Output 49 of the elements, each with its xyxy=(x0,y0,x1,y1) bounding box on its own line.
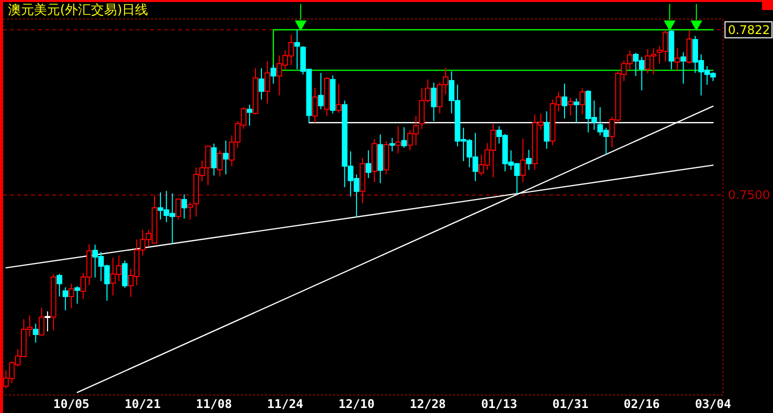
candlestick xyxy=(181,194,188,220)
candlestick xyxy=(294,29,300,70)
candlestick xyxy=(122,260,128,288)
x-tick-label: 10/05 xyxy=(53,397,90,411)
candlestick xyxy=(56,273,62,298)
candlestick xyxy=(430,82,437,122)
candlestick xyxy=(68,283,74,309)
x-tick-label: 01/31 xyxy=(552,397,588,411)
x-tick-label: 03/04 xyxy=(694,397,732,411)
x-tick-label: 12/10 xyxy=(338,397,375,411)
y-tick-label: 0.7500 xyxy=(728,188,770,202)
x-tick-label: 12/28 xyxy=(410,397,446,411)
candlestick xyxy=(62,286,68,311)
candlestick xyxy=(74,286,80,304)
chart-title: 澳元美元(外汇交易)日线 xyxy=(8,2,148,18)
candlestick xyxy=(32,323,38,344)
x-tick-label: 02/16 xyxy=(624,397,660,411)
candlestick xyxy=(44,310,50,332)
x-tick-label: 10/21 xyxy=(124,397,161,411)
candlestick xyxy=(568,97,574,116)
y-tick-label: 0.7822 xyxy=(728,22,770,37)
candlestick xyxy=(38,307,44,336)
candlestick xyxy=(366,150,372,179)
candlestick xyxy=(401,126,407,148)
candlestick xyxy=(187,202,193,220)
candlestick xyxy=(562,83,568,120)
candlestick xyxy=(211,143,217,176)
candlestick xyxy=(318,72,324,110)
candlestick xyxy=(395,126,401,154)
candlestick xyxy=(580,88,586,115)
candlestick xyxy=(175,198,182,220)
candlestick xyxy=(680,52,686,84)
candlestick xyxy=(574,98,580,124)
candlestick xyxy=(526,149,532,170)
candlestick xyxy=(389,138,395,152)
candlestick xyxy=(312,87,318,124)
candlestick xyxy=(264,60,270,104)
x-tick-label: 01/13 xyxy=(481,397,518,411)
candlestick xyxy=(217,150,223,177)
candlestick xyxy=(686,30,692,64)
candlestick xyxy=(223,140,229,175)
x-tick-label: 11/24 xyxy=(267,397,304,411)
candlestick xyxy=(258,68,264,100)
candlestick xyxy=(336,83,342,114)
candlestick xyxy=(246,104,252,126)
candlestick xyxy=(520,138,526,183)
candlestick xyxy=(674,48,680,71)
x-tick-label: 11/08 xyxy=(196,397,232,411)
candlestick xyxy=(544,110,550,150)
